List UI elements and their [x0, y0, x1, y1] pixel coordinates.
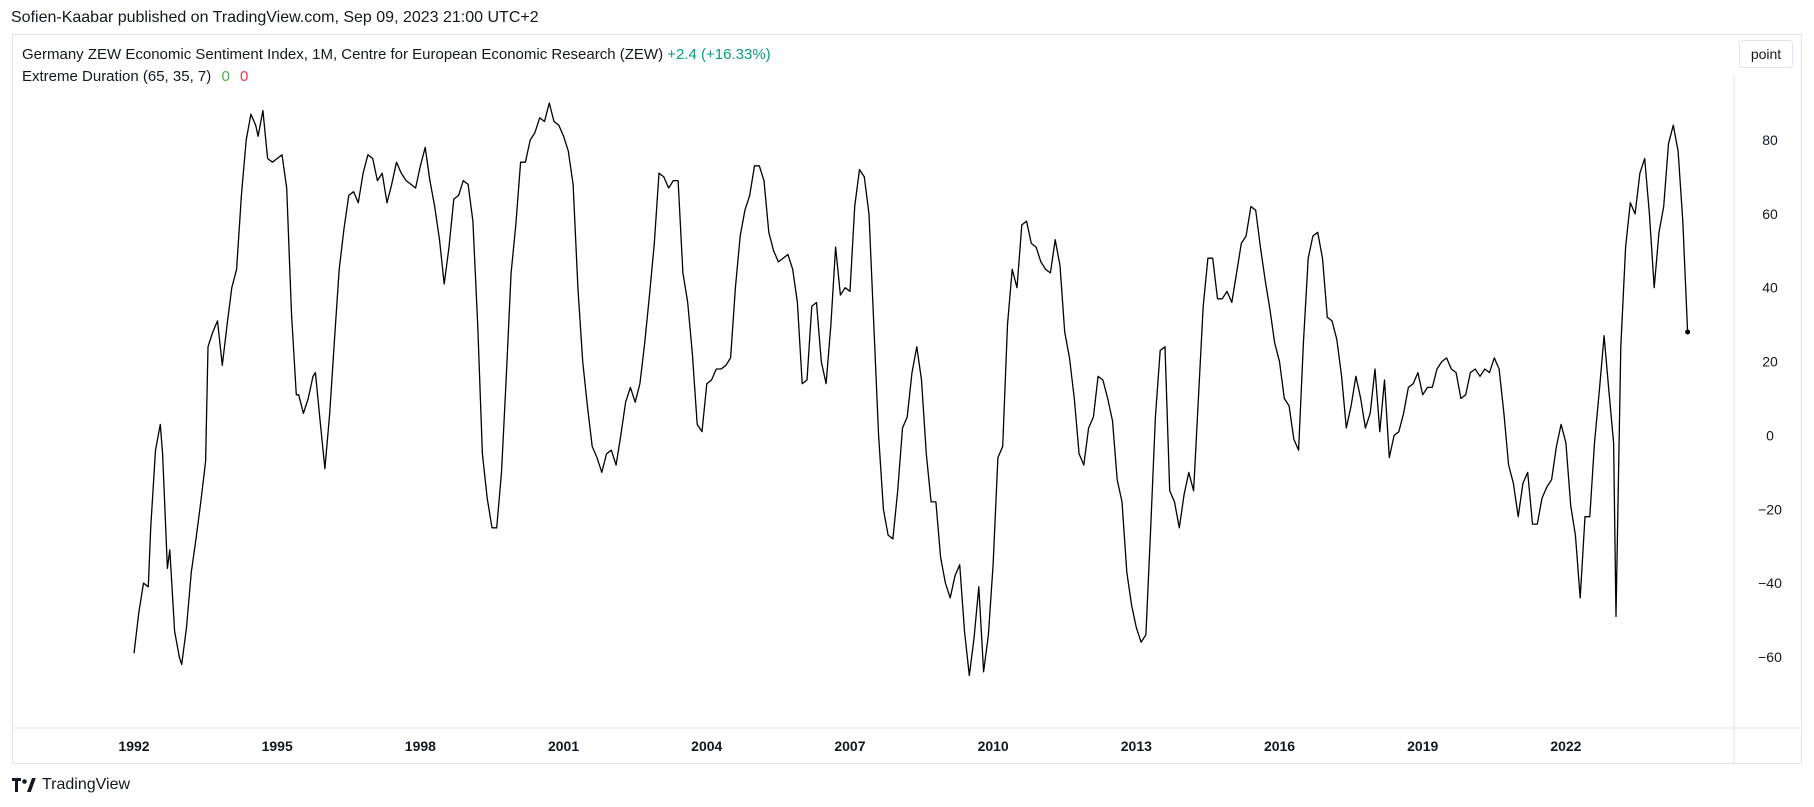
chart-legend: Germany ZEW Economic Sentiment Index, 1M…: [22, 44, 771, 88]
x-tick-label: 2022: [1550, 738, 1581, 754]
series-line: [133, 102, 1689, 677]
indicator-legend-row[interactable]: Extreme Duration (65, 35, 7) 0 0: [22, 66, 771, 88]
y-tick-label: 60: [1762, 206, 1778, 222]
x-tick-label: 1992: [118, 738, 149, 754]
y-tick-label: 0: [1766, 427, 1774, 443]
footer-brand[interactable]: TradingView: [12, 776, 130, 794]
indicator-title: Extreme Duration (65, 35, 7): [22, 68, 212, 85]
x-tick-label: 2007: [834, 738, 865, 754]
x-tick-label: 2004: [691, 738, 722, 754]
y-tick-label: 40: [1762, 280, 1778, 296]
scale-mode-button[interactable]: point: [1739, 40, 1793, 68]
indicator-up-value: 0: [221, 68, 230, 85]
x-tick-label: 1995: [262, 738, 293, 754]
brand-name: TradingView: [42, 776, 131, 793]
x-tick-label: 2001: [548, 738, 579, 754]
indicator-down-value: 0: [239, 68, 249, 85]
symbol-title: Germany ZEW Economic Sentiment Index, 1M…: [22, 46, 664, 63]
x-tick-label: 2016: [1264, 738, 1295, 754]
tradingview-logo-icon: [12, 778, 36, 792]
x-tick-label: 2019: [1407, 738, 1438, 754]
change-value: +2.4 (+16.33%): [667, 46, 771, 63]
last-value-dot: [1685, 329, 1691, 335]
symbol-legend-row[interactable]: Germany ZEW Economic Sentiment Index, 1M…: [22, 44, 771, 66]
y-tick-label: −60: [1758, 649, 1782, 665]
y-tick-label: 20: [1762, 354, 1778, 370]
x-tick-label: 2013: [1121, 738, 1152, 754]
y-tick-label: −40: [1758, 575, 1782, 591]
x-tick-label: 2010: [978, 738, 1009, 754]
x-tick-label: 1998: [405, 738, 436, 754]
publish-info: Sofien-Kaabar published on TradingView.c…: [11, 9, 539, 26]
chart-frame: [12, 34, 1802, 764]
y-tick-label: −20: [1758, 501, 1782, 517]
y-tick-label: 80: [1762, 132, 1778, 148]
